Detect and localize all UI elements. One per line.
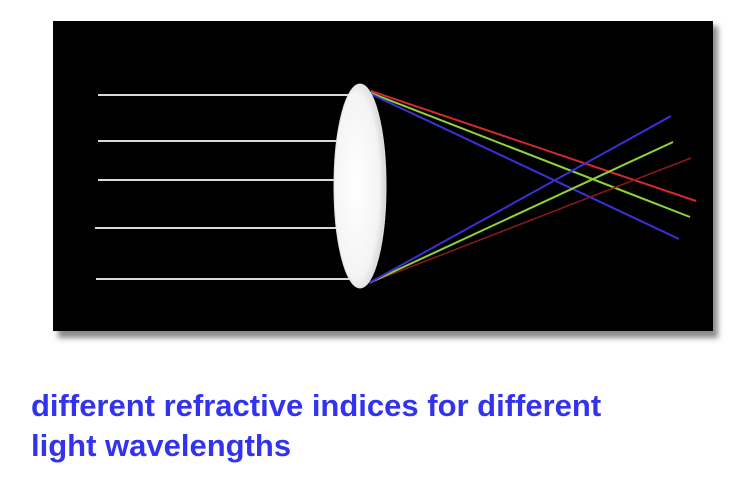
red-ray-lower	[368, 157, 692, 284]
red-ray-upper	[370, 90, 697, 202]
blue-ray-lower	[368, 115, 672, 284]
optics-diagram-panel	[53, 21, 713, 331]
caption-line-1: different refractive indices for differe…	[31, 388, 602, 423]
caption-line-2: light wavelengths	[31, 428, 292, 463]
green-ray-upper	[370, 92, 691, 218]
blue-ray-upper	[370, 93, 680, 240]
caption: different refractive indices for differe…	[31, 386, 731, 466]
optics-diagram	[95, 83, 697, 289]
green-ray-lower	[368, 141, 674, 284]
biconvex-lens-icon	[333, 83, 387, 289]
